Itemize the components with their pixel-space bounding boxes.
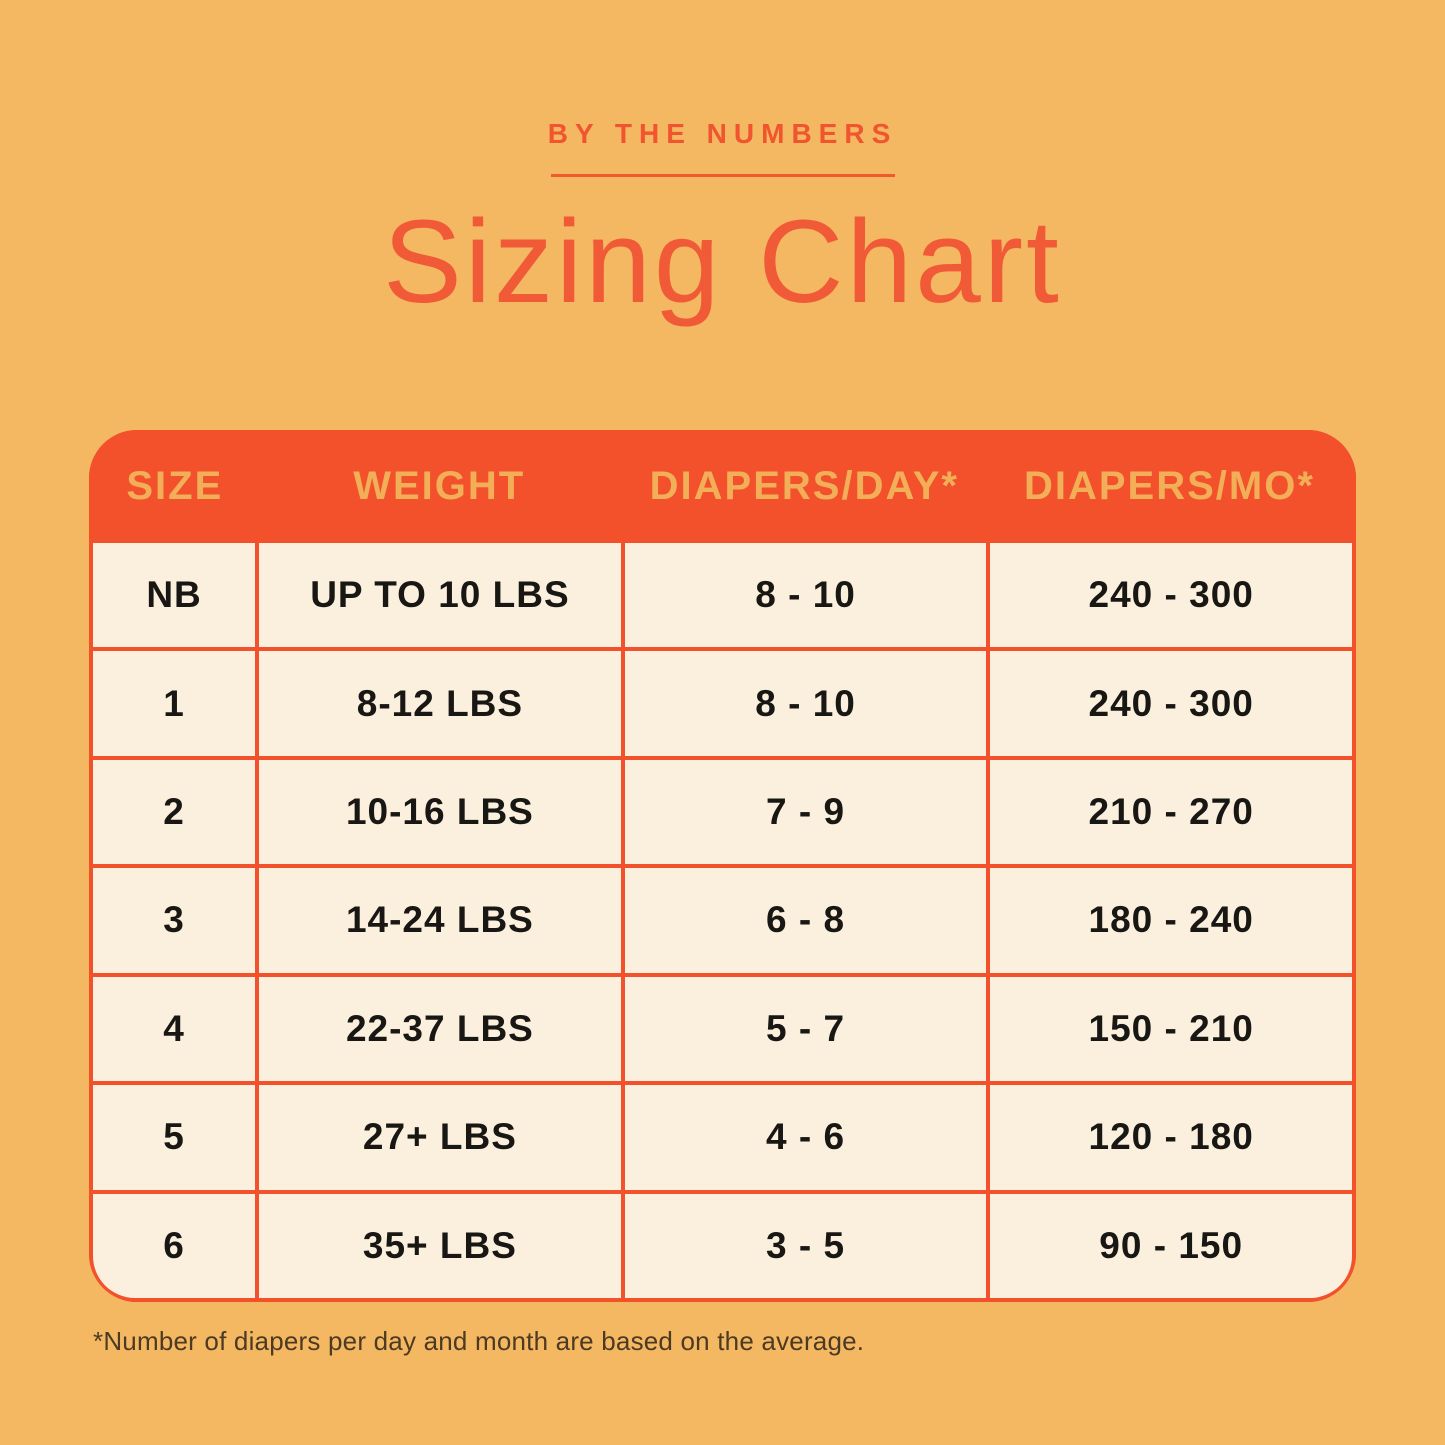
sizing-table: SIZE WEIGHT DIAPERS/DAY* DIAPERS/MO* NB … [89,430,1356,1302]
cell-weight: 35+ LBS [259,1193,621,1298]
cell-per-month: 240 - 300 [990,543,1352,648]
table-header-row: SIZE WEIGHT DIAPERS/DAY* DIAPERS/MO* [89,430,1356,543]
cell-weight: 27+ LBS [259,1085,621,1190]
cell-per-day: 5 - 7 [624,976,987,1082]
cell-per-day: 8 - 10 [624,543,987,648]
cell-weight: 8-12 LBS [259,651,621,756]
cell-per-month: 210 - 270 [990,759,1352,865]
cell-per-day: 7 - 9 [624,759,987,865]
cell-per-day: 6 - 8 [624,868,987,973]
cell-per-month: 240 - 300 [990,651,1352,756]
cell-weight: 22-37 LBS [259,976,621,1082]
table-body: NB UP TO 10 LBS 8 - 10 240 - 300 1 8-12 … [89,543,1356,1302]
column-header-size: SIZE [126,464,224,508]
heading-block: BY THE NUMBERS Sizing Chart [0,118,1445,321]
eyebrow-label: BY THE NUMBERS [547,118,898,149]
cell-per-month: 180 - 240 [990,868,1352,973]
cell-size: 4 [93,976,256,1082]
cell-size: 5 [93,1085,256,1190]
cell-weight: 10-16 LBS [259,759,621,865]
cell-size: 1 [93,651,256,756]
eyebrow-underline [550,174,895,177]
cell-size: 3 [93,868,256,973]
cell-per-month: 150 - 210 [990,976,1352,1082]
cell-per-day: 3 - 5 [624,1193,987,1298]
footnote: *Number of diapers per day and month are… [93,1326,865,1356]
cell-per-day: 8 - 10 [624,651,987,756]
cell-size: NB [93,543,256,648]
column-header-diapers-mo: DIAPERS/MO* [1023,464,1315,508]
cell-size: 2 [93,759,256,865]
cell-per-day: 4 - 6 [624,1085,987,1190]
cell-per-month: 120 - 180 [990,1085,1352,1190]
cell-weight: UP TO 10 LBS [259,543,621,648]
column-header-weight: WEIGHT [353,464,526,508]
page-title: Sizing Chart [383,196,1062,328]
cell-per-month: 90 - 150 [990,1193,1352,1298]
cell-size: 6 [93,1193,256,1298]
cell-weight: 14-24 LBS [259,868,621,973]
column-header-diapers-day: DIAPERS/DAY* [649,464,959,508]
